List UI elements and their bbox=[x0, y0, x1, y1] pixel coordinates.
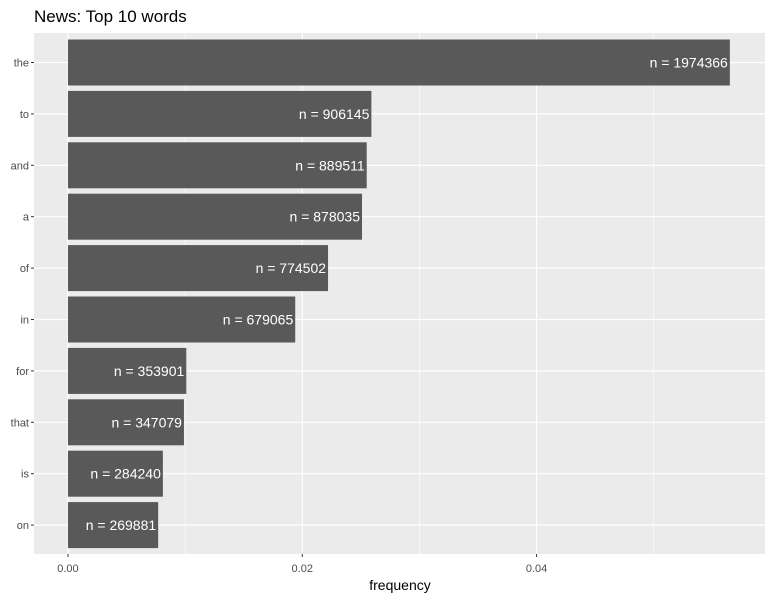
y-tick-label-for: for bbox=[16, 366, 29, 378]
bar-of bbox=[67, 245, 329, 292]
x-axis-tick-labels: 0.00 0.02 0.04 bbox=[57, 554, 547, 575]
bar-label-the: n = 1974366 bbox=[650, 55, 728, 71]
bar-the bbox=[67, 39, 730, 86]
bar-label-on: n = 269881 bbox=[86, 517, 157, 533]
y-tick-label-in: in bbox=[20, 315, 29, 327]
x-tick-label: 0.00 bbox=[57, 563, 78, 575]
bar-label-and: n = 889511 bbox=[295, 157, 365, 173]
bar-that bbox=[67, 399, 184, 446]
bar-a bbox=[67, 193, 363, 240]
x-tick-label: 0.02 bbox=[292, 563, 313, 575]
bar-label-a: n = 878035 bbox=[290, 209, 361, 225]
bar-label-to: n = 906145 bbox=[299, 106, 370, 122]
y-tick-label-of: of bbox=[20, 263, 30, 275]
bar-to bbox=[67, 90, 372, 137]
bar-label-for: n = 353901 bbox=[114, 363, 185, 379]
chart-title: News: Top 10 words bbox=[34, 7, 187, 26]
bars: n = 1974366 n = 906145 n = 889511 n = 87803… bbox=[67, 39, 730, 549]
y-axis-tick-labels: the to and a of in for that is on bbox=[11, 58, 34, 532]
bar-label-in: n = 679065 bbox=[223, 312, 294, 328]
x-axis-title: frequency bbox=[369, 577, 430, 593]
bar-on bbox=[67, 502, 159, 549]
bar-label-is: n = 284240 bbox=[90, 466, 161, 482]
y-tick-label-is: is bbox=[21, 469, 29, 481]
y-tick-label-the: the bbox=[14, 58, 29, 70]
y-tick-label-and: and bbox=[11, 160, 29, 172]
bar-label-that: n = 347079 bbox=[111, 414, 182, 430]
bar-label-of: n = 774502 bbox=[256, 260, 327, 276]
y-tick-label-to: to bbox=[20, 109, 29, 121]
bar-in bbox=[67, 296, 296, 343]
y-tick-label-that: that bbox=[11, 417, 29, 429]
bar-and bbox=[67, 142, 367, 189]
x-tick-label: 0.04 bbox=[526, 563, 547, 575]
y-tick-label-a: a bbox=[23, 212, 30, 224]
bar-is bbox=[67, 450, 163, 497]
bar-for bbox=[67, 347, 187, 394]
y-tick-label-on: on bbox=[17, 520, 29, 532]
